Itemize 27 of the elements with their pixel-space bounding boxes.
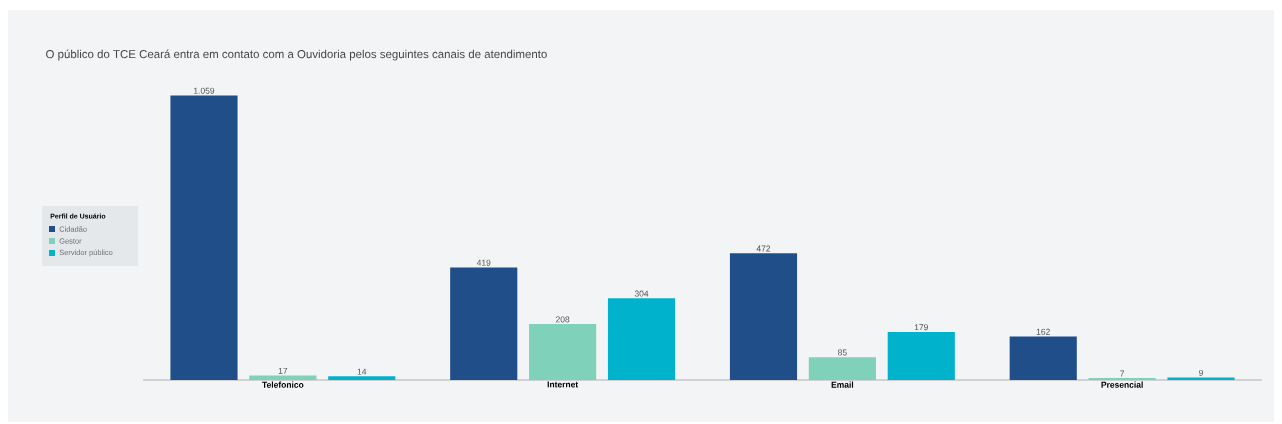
bar xyxy=(887,331,955,380)
x-tick-label: Internet xyxy=(547,381,579,388)
data-label: 472 xyxy=(756,245,771,252)
x-tick-label: Telefonico xyxy=(262,381,304,388)
data-label: 419 xyxy=(476,259,491,266)
data-label: 1.059 xyxy=(194,87,215,94)
data-label: 7 xyxy=(1120,370,1125,377)
bar xyxy=(808,357,876,380)
bar xyxy=(1009,336,1077,380)
bar xyxy=(729,253,798,380)
bar xyxy=(170,95,238,380)
bar xyxy=(450,267,518,380)
data-label: 85 xyxy=(838,349,847,356)
data-label: 14 xyxy=(357,368,367,375)
data-label: 17 xyxy=(278,367,288,374)
data-label: 304 xyxy=(634,290,649,297)
bar xyxy=(328,376,396,380)
bar xyxy=(529,324,597,380)
data-label: 179 xyxy=(914,324,928,331)
data-label: 9 xyxy=(1199,369,1203,376)
bar xyxy=(249,375,317,380)
data-label: 208 xyxy=(555,316,570,323)
data-label: 162 xyxy=(1036,328,1050,335)
x-tick-label: Email xyxy=(831,381,854,388)
x-tick-label: Presencial xyxy=(1101,381,1143,388)
bar xyxy=(607,298,676,380)
chart-title: O público do TCE Ceará entra em contato com a Ouvidoria pelos seguintes canais de atendimento xyxy=(46,49,547,61)
